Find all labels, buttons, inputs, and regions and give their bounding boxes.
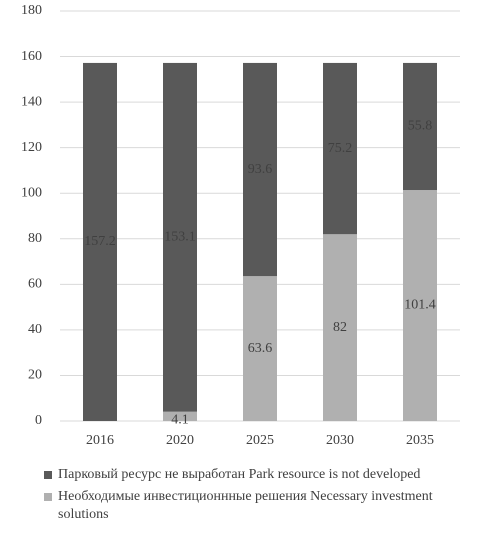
legend-swatch [44, 493, 52, 501]
data-label: 55.8 [408, 119, 433, 134]
bar-segment [403, 62, 437, 191]
y-tick-label: 60 [28, 277, 42, 292]
bar-segment [243, 276, 277, 421]
bar-segment [243, 62, 277, 277]
y-tick-label: 100 [21, 185, 42, 200]
data-label: 75.2 [328, 141, 353, 156]
legend-item: Необходимые инвестиционнные решения Nece… [44, 488, 464, 524]
x-tick-label: 2016 [86, 433, 114, 448]
legend-label: Необходимые инвестиционнные решения Nece… [58, 489, 433, 522]
y-tick-label: 120 [21, 140, 42, 155]
x-tick-label: 2035 [406, 433, 434, 448]
x-tick-label: 2030 [326, 433, 354, 448]
y-tick-label: 40 [28, 322, 42, 337]
bar-segment [83, 62, 117, 421]
data-label: 157.2 [84, 234, 116, 249]
chart: 0 20 40 60 80 100 120 140 160 180 2016 157.2 2020 4.1… [21, 3, 460, 448]
data-label: 82 [333, 320, 347, 335]
y-tick-label: 140 [21, 94, 42, 109]
data-label: 153.1 [164, 230, 196, 245]
bar-segment [323, 234, 357, 421]
bar-segment [323, 62, 357, 235]
y-tick-label: 160 [21, 49, 42, 64]
legend-label: Парковый ресурс не выработан Park resour… [58, 467, 421, 482]
y-tick-label: 80 [28, 231, 42, 246]
bar-segment [163, 411, 197, 421]
data-label: 93.6 [248, 162, 273, 177]
data-label: 63.6 [248, 341, 273, 356]
y-tick-label: 180 [21, 3, 42, 18]
bar-segment [163, 62, 197, 412]
legend-swatch [44, 471, 52, 479]
y-tick-label: 0 [35, 413, 42, 428]
data-label: 4.1 [171, 413, 189, 428]
data-label: 101.4 [404, 298, 436, 313]
x-tick-label: 2020 [166, 433, 194, 448]
legend: Парковый ресурс не выработан Park resour… [44, 466, 464, 528]
bar-segment [403, 190, 437, 421]
legend-item: Парковый ресурс не выработан Park resour… [44, 466, 464, 484]
x-tick-label: 2025 [246, 433, 274, 448]
y-tick-label: 20 [28, 368, 42, 383]
